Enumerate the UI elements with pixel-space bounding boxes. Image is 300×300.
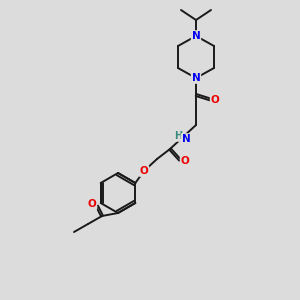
Text: N: N — [192, 73, 200, 83]
Text: O: O — [88, 199, 96, 209]
Text: O: O — [181, 156, 189, 166]
Text: O: O — [140, 166, 148, 176]
Text: N: N — [182, 134, 190, 144]
Text: O: O — [211, 95, 219, 105]
Text: N: N — [192, 31, 200, 41]
Text: H: H — [174, 131, 182, 141]
